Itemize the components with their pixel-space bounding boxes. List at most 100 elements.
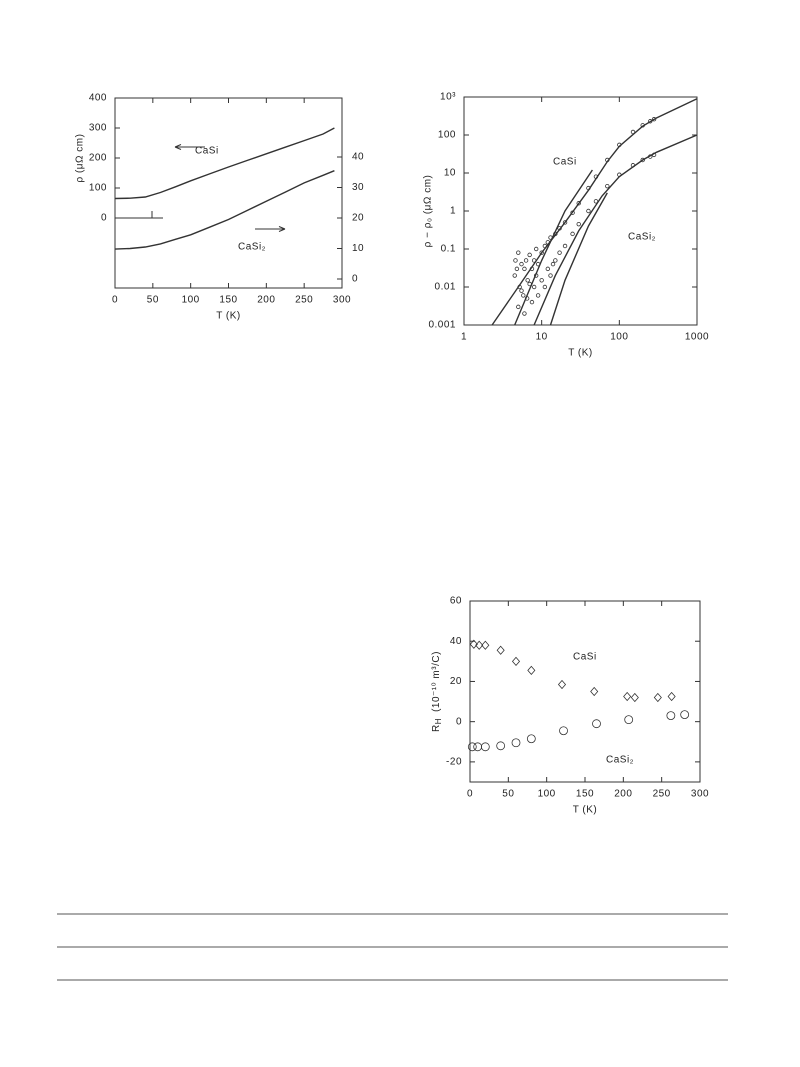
x-tick-label: 100 — [610, 332, 628, 343]
data-point — [467, 742, 477, 752]
data-point — [523, 258, 529, 263]
y-label-subscript: H — [434, 718, 443, 724]
y-tick-label: 100 — [438, 130, 456, 141]
data-line — [491, 98, 698, 326]
data-point — [475, 640, 484, 650]
data-point — [559, 726, 568, 736]
y-axis-label: RH (10⁻¹⁰ m³/C) — [431, 651, 443, 732]
y-tick-label: 100 — [89, 183, 107, 194]
data-point — [496, 645, 505, 655]
x-tick-label: 150 — [219, 295, 237, 306]
y-label-units: (10⁻¹⁰ m³/C) — [431, 651, 442, 712]
data-point — [557, 679, 567, 690]
y-tick-label: 40 — [450, 636, 462, 647]
data-point — [531, 284, 537, 290]
y-tick-label: -20 — [446, 757, 462, 768]
data-point — [630, 692, 639, 703]
data-point — [586, 208, 591, 214]
x-tick-label: 250 — [295, 295, 313, 306]
data-point — [496, 741, 506, 751]
data-point — [548, 273, 553, 278]
data-point — [605, 183, 610, 189]
data-point — [557, 250, 562, 255]
data-line — [533, 134, 698, 326]
y-tick-label: 60 — [450, 596, 462, 607]
plot-frame — [114, 97, 343, 289]
x-tick-label: 200 — [257, 295, 275, 306]
data-point — [570, 231, 575, 237]
x-axis-label: T (K) — [568, 348, 593, 359]
x-tick-label: 1 — [461, 332, 467, 343]
data-point — [511, 738, 521, 748]
x-tick-label: 250 — [653, 789, 671, 800]
data-point — [527, 665, 536, 675]
arrow-right — [255, 226, 286, 232]
data-point — [527, 252, 532, 258]
plot-frame — [469, 600, 701, 783]
data-point — [542, 284, 548, 290]
annotation: CaSi₂ — [238, 242, 266, 253]
data-point — [522, 311, 527, 316]
data-line — [549, 192, 608, 326]
x-tick-label: 50 — [502, 789, 514, 800]
data-point — [529, 299, 535, 305]
data-line — [514, 169, 593, 326]
data-point — [469, 639, 478, 649]
x-tick-label: 300 — [691, 789, 709, 800]
data-point — [653, 692, 662, 703]
y2-tick-label: 0 — [352, 274, 358, 285]
data-point — [640, 157, 645, 163]
data-point — [512, 273, 517, 278]
data-point — [481, 640, 490, 650]
data-point — [525, 278, 530, 283]
data-point — [535, 293, 541, 298]
data-point — [592, 719, 601, 729]
data-point — [521, 293, 526, 298]
data-point — [550, 261, 556, 267]
y-tick-label: 0 — [101, 213, 107, 224]
annotation: CaSi₂ — [628, 232, 656, 243]
data-point — [553, 258, 558, 263]
annotation: CaSi₂ — [606, 755, 634, 766]
data-point — [680, 710, 690, 720]
data-point — [590, 686, 599, 697]
data-point — [526, 734, 536, 744]
data-line — [114, 127, 335, 200]
y-tick-label: 300 — [89, 123, 107, 134]
data-point — [516, 250, 521, 255]
data-point — [624, 715, 634, 725]
y-tick-label: 0.01 — [435, 282, 456, 293]
y-tick-label: 200 — [89, 153, 107, 164]
x-tick-label: 100 — [538, 789, 556, 800]
y-tick-label: 0 — [456, 716, 462, 727]
data-point — [576, 221, 581, 227]
arrow-left — [174, 144, 205, 150]
y-tick-label: 10 — [444, 168, 456, 179]
x-axis-label: T (K) — [573, 805, 598, 816]
data-point — [513, 258, 518, 263]
y-tick-label: 400 — [89, 93, 107, 104]
data-line — [114, 170, 335, 250]
plot-frame — [463, 96, 698, 326]
y-label-symbol: R — [431, 724, 442, 732]
data-point — [623, 691, 632, 702]
x-tick-label: 50 — [147, 295, 159, 306]
x-axis-label: T (K) — [216, 311, 241, 322]
x-tick-label: 10 — [536, 332, 548, 343]
data-point — [562, 243, 568, 249]
y2-tick-label: 10 — [352, 243, 364, 254]
x-tick-label: 1000 — [685, 332, 709, 343]
data-point — [473, 742, 483, 752]
data-point — [667, 691, 676, 702]
x-tick-label: 0 — [467, 789, 473, 800]
x-tick-label: 200 — [614, 789, 632, 800]
data-point — [533, 246, 539, 252]
y2-tick-label: 30 — [352, 182, 364, 193]
y-tick-label: 1 — [450, 206, 456, 217]
annotation: CaSi — [195, 146, 219, 157]
y2-tick-label: 20 — [352, 213, 364, 224]
data-point — [480, 742, 490, 752]
data-point — [539, 250, 544, 255]
